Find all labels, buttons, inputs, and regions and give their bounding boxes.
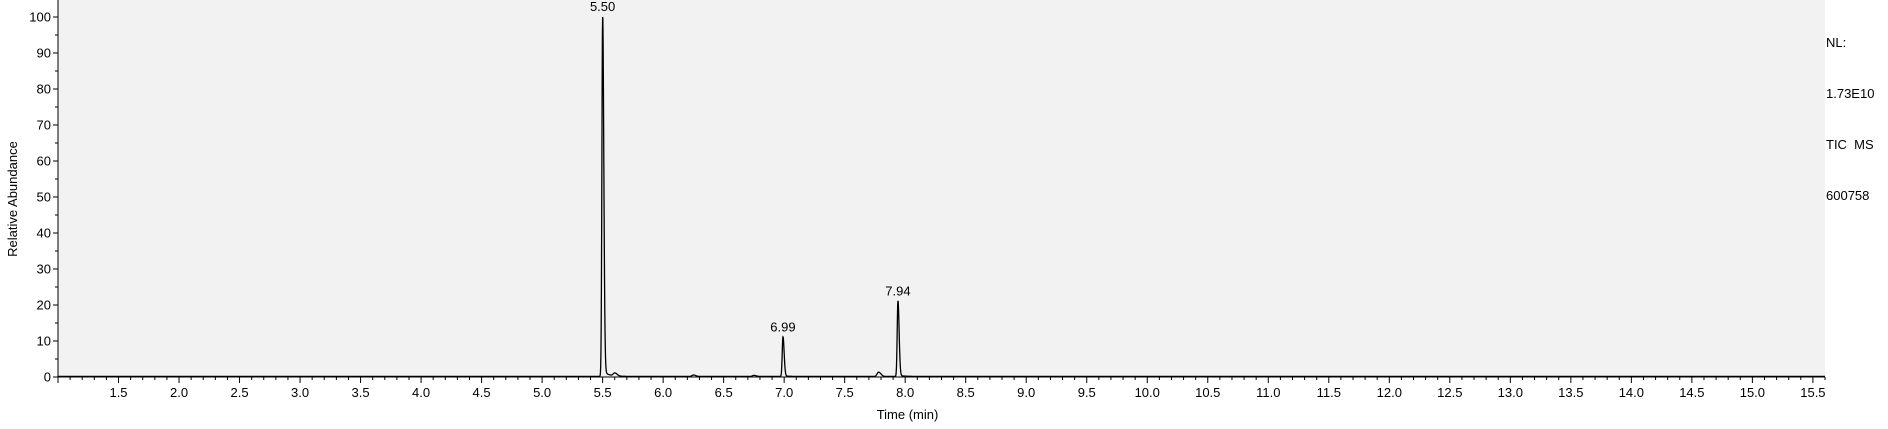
y-tick-label: 30: [37, 262, 51, 277]
y-tick-label: 90: [37, 46, 51, 61]
y-tick-label: 10: [37, 334, 51, 349]
peak-label: 7.94: [885, 283, 910, 298]
x-tick-label: 1.5: [109, 385, 127, 400]
x-tick-label: 14.5: [1679, 385, 1704, 400]
x-tick-label: 10.0: [1135, 385, 1160, 400]
x-tick-label: 7.0: [775, 385, 793, 400]
y-tick-label: 50: [37, 190, 51, 205]
x-tick-label: 12.5: [1437, 385, 1462, 400]
normalization-info: NL: 1.73E10 TIC MS 600758: [1826, 0, 1874, 221]
x-tick-label: 10.5: [1195, 385, 1220, 400]
x-tick-label: 8.5: [957, 385, 975, 400]
x-tick-label: 13.5: [1558, 385, 1583, 400]
y-tick-label: 80: [37, 82, 51, 97]
x-tick-label: 2.5: [231, 385, 249, 400]
x-tick-label: 5.5: [594, 385, 612, 400]
x-tick-label: 13.0: [1498, 385, 1523, 400]
nl-label: NL:: [1826, 35, 1847, 50]
x-axis-label: Time (min): [877, 407, 939, 422]
x-tick-label: 6.0: [654, 385, 672, 400]
x-tick-label: 14.0: [1619, 385, 1644, 400]
x-tick-label: 7.5: [836, 385, 854, 400]
x-tick-label: 11.5: [1317, 385, 1341, 400]
x-tick-label: 3.0: [291, 385, 309, 400]
x-tick-label: 3.5: [352, 385, 370, 400]
peak-label: 6.99: [770, 319, 795, 334]
y-axis: 0 10 20 30 40 50 60 70 80 90 100: [29, 0, 59, 385]
x-tick-label: 8.0: [896, 385, 914, 400]
x-tick-label: 5.0: [533, 385, 551, 400]
x-tick-label: 11.0: [1256, 385, 1280, 400]
nl-value: 1.73E10: [1826, 86, 1875, 101]
plot-area: [58, 0, 1825, 377]
x-tick-label: 9.5: [1078, 385, 1096, 400]
x-tick-label: 4.0: [412, 385, 430, 400]
x-tick-label: 9.0: [1017, 385, 1035, 400]
peak-labels: 5.50 6.99 7.94: [590, 0, 911, 334]
peak-label: 5.50: [590, 0, 615, 14]
y-tick-label: 100: [29, 10, 51, 25]
tic-trace: [58, 16, 1825, 378]
x-axis: 1.5 2.0 2.5 3.0 3.5 4.0 4.5 5.0 5.5 6.0 6.5 7.0 7.5 8…: [57, 376, 1826, 400]
y-tick-label: 70: [37, 118, 51, 133]
y-tick-label: 60: [37, 154, 51, 169]
file-id: 600758: [1826, 188, 1870, 203]
x-tick-label: 6.5: [715, 385, 733, 400]
x-tick-label: 12.0: [1377, 385, 1402, 400]
scan-type: TIC MS: [1826, 137, 1874, 152]
y-tick-label: 40: [37, 226, 51, 241]
x-tick-label: 15.5: [1800, 385, 1825, 400]
x-tick-label: 15.0: [1740, 385, 1765, 400]
x-tick-label: 4.5: [473, 385, 491, 400]
y-tick-label: 0: [44, 370, 51, 385]
y-tick-label: 20: [37, 298, 51, 313]
x-tick-label: 2.0: [170, 385, 188, 400]
y-axis-label: Relative Abundance: [5, 141, 20, 257]
